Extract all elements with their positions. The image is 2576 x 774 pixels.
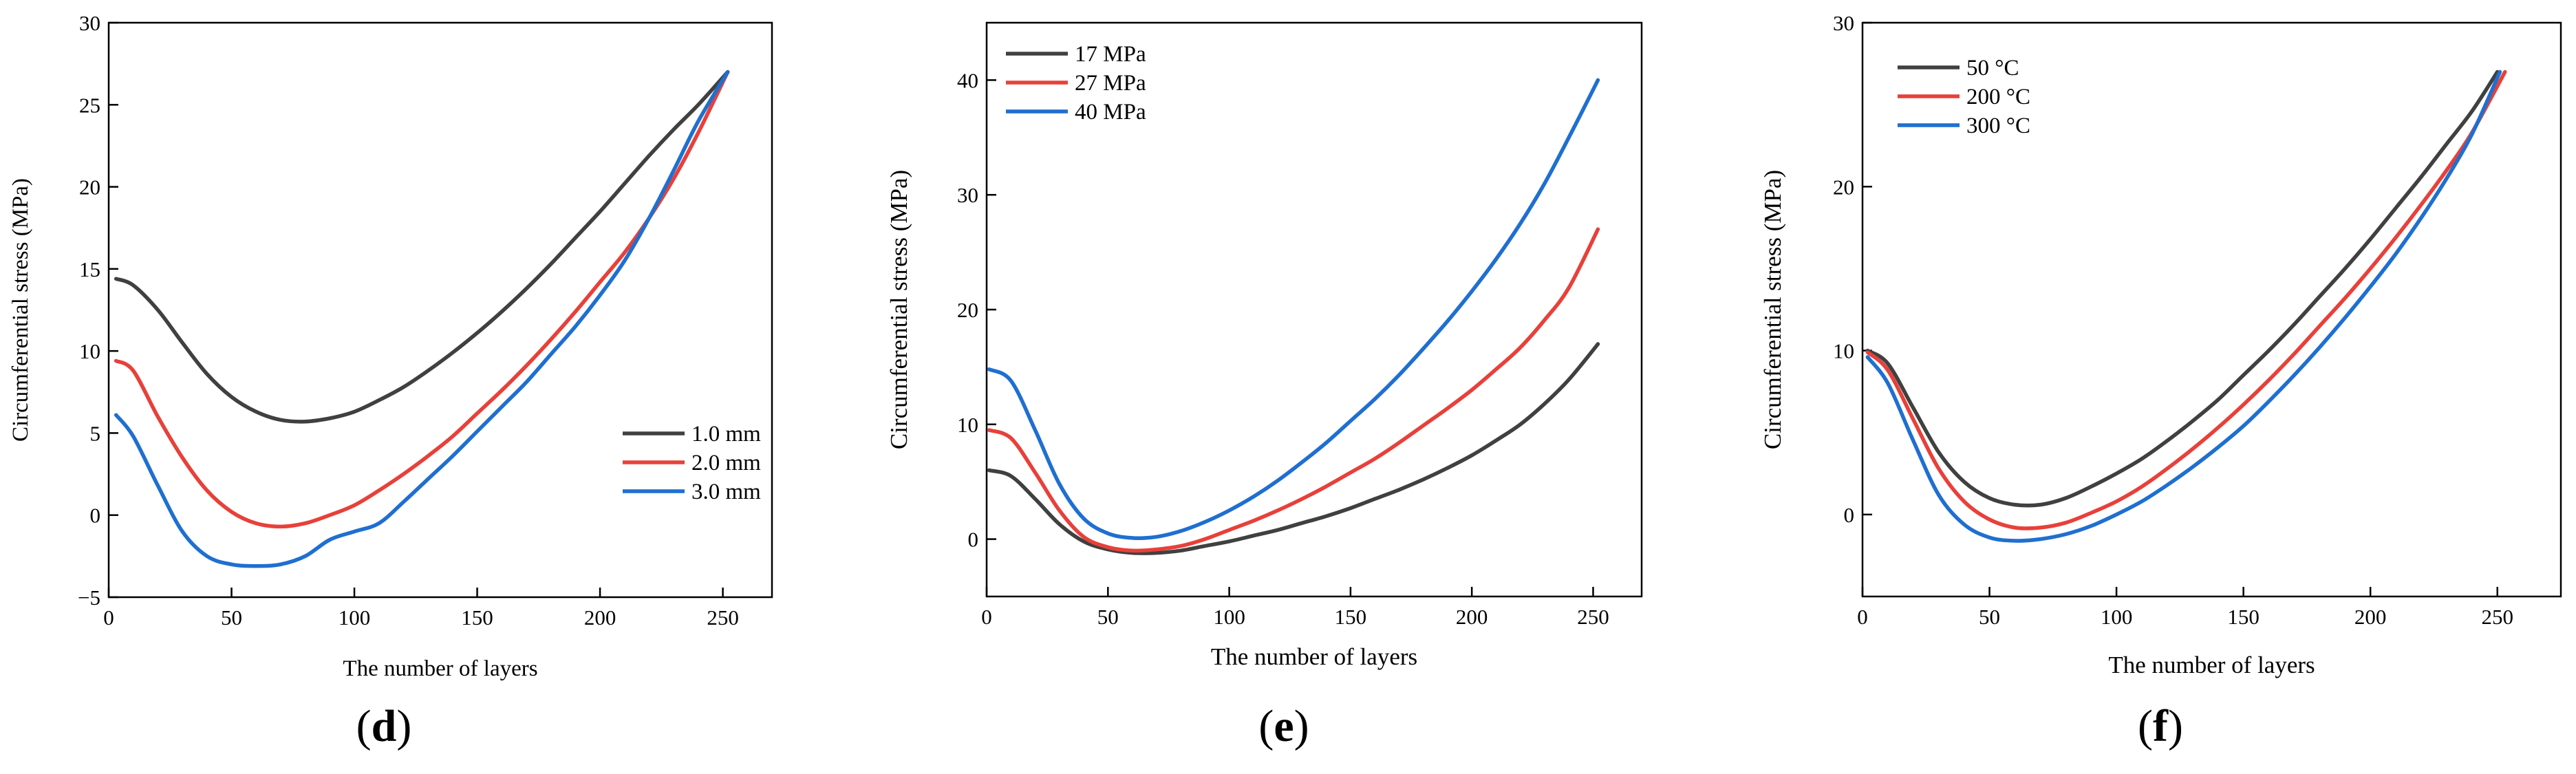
x-tick-label-d-100: 100 [339,605,371,630]
y-tick-label-f-30: 30 [1833,11,1854,35]
series-line-f-2 [1865,69,2502,543]
panel-label-d: (d) [356,701,412,751]
x-tick-label-e-150: 150 [1335,605,1367,629]
x-tick-label-e-100: 100 [1213,605,1245,629]
y-axis-label-e: Circumferential stress (MPa) [886,170,912,449]
x-tick-label-f-200: 200 [2354,605,2387,629]
y-tick-label-d-25: 25 [79,93,100,117]
legend-label-d-2: 3.0 mm [691,480,761,504]
legend-label-d-1: 2.0 mm [691,451,761,475]
y-tick-label-f-10: 10 [1833,339,1854,363]
y-tick-label-d-15: 15 [79,257,100,281]
y-tick-label-d--5: −5 [78,585,100,610]
y-tick-label-d-0: 0 [90,504,101,528]
y-tick-label-e-30: 30 [957,183,978,207]
legend-label-f-0: 50 °C [1966,56,2019,80]
x-axis-label-f: The number of layers [2108,652,2315,678]
series-line-e-0 [987,342,1600,555]
x-tick-label-f-150: 150 [2227,605,2260,629]
y-tick-label-d-20: 20 [79,175,100,200]
y-axis-label-f: Circumferential stress (MPa) [1759,170,1786,449]
x-tick-label-d-0: 0 [103,605,114,630]
x-tick-label-f-250: 250 [2481,605,2513,629]
y-axis-label-d: Circumferential stress (MPa) [8,178,33,442]
y-tick-label-d-10: 10 [79,339,100,363]
plot-frame-d [107,21,773,599]
panel-label-e: (e) [1258,701,1309,751]
x-tick-label-f-0: 0 [1857,605,1868,629]
legend-label-e-2: 40 MPa [1075,100,1146,125]
x-tick-label-d-50: 50 [221,605,242,630]
series-line-e-1 [987,227,1600,553]
y-tick-label-e-0: 0 [968,528,979,552]
x-tick-label-e-50: 50 [1097,605,1119,629]
y-tick-label-d-30: 30 [79,11,100,35]
x-tick-label-d-200: 200 [584,605,616,630]
legend-label-e-1: 27 MPa [1075,71,1146,96]
chart-panel-f: 0 50 100 150 200 250 0 10 20 30 The number of laye… [1759,11,2562,678]
plot-frame-f [1861,21,2562,598]
y-tick-label-e-40: 40 [957,68,978,92]
y-tick-label-f-20: 20 [1833,175,1854,199]
x-axis-label-e: The number of layers [1211,643,1417,670]
legend-label-f-2: 300 °C [1966,114,2030,138]
legend-label-e-0: 17 MPa [1075,42,1146,67]
series-line-f-0 [1865,69,2500,508]
x-tick-label-f-50: 50 [1979,605,2000,629]
series-line-d-1 [114,69,730,529]
series-line-f-1 [1865,69,2507,530]
x-tick-label-f-100: 100 [2101,605,2133,629]
x-tick-label-e-250: 250 [1577,605,1609,629]
series-line-d-2 [114,69,730,568]
y-tick-label-d-5: 5 [90,421,101,445]
chart-panel-e: 0 50 100 150 200 250 0 10 20 30 40 The number of la… [886,21,1643,670]
x-tick-label-d-150: 150 [461,605,493,630]
legend-label-f-1: 200 °C [1966,85,2030,109]
x-tick-label-e-0: 0 [981,605,992,629]
x-tick-label-d-250: 250 [707,605,739,630]
legend-label-d-0: 1.0 mm [691,422,761,447]
x-tick-label-e-200: 200 [1456,605,1488,629]
x-axis-label-d: The number of layers [343,656,537,681]
series-line-e-2 [987,78,1600,541]
y-tick-label-f-0: 0 [1844,503,1855,527]
y-tick-label-e-20: 20 [957,298,978,322]
series-line-d-0 [114,69,730,424]
y-tick-label-e-10: 10 [957,413,978,437]
panel-label-f: (f) [2138,701,2183,751]
